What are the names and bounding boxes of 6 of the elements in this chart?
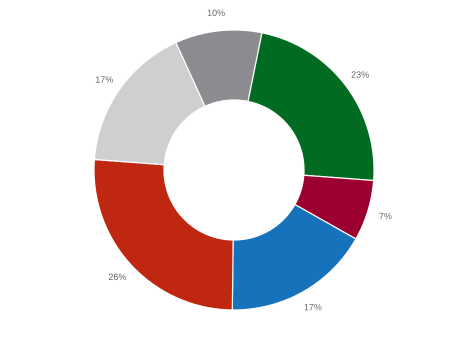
data-label: 26% [108, 274, 126, 280]
data-label: 17% [96, 76, 113, 83]
data-label: 23% [352, 71, 369, 78]
data-label: 7% [379, 212, 392, 220]
data-label: 10% [208, 10, 225, 16]
data-label: 17% [304, 304, 322, 310]
